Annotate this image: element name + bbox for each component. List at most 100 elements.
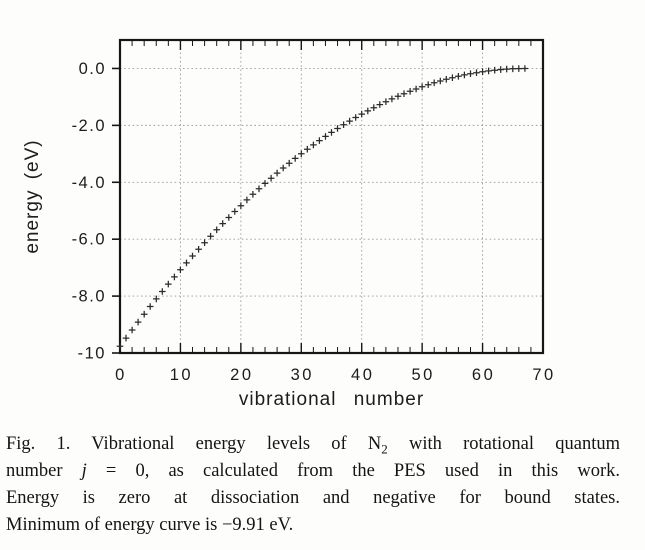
- data-point-marker: [153, 295, 160, 303]
- x-tick-label: 50: [411, 366, 434, 384]
- data-point-marker: [358, 110, 365, 118]
- data-point-marker: [304, 145, 311, 153]
- caption-line-4: Minimum of energy curve is −9.91 eV.: [6, 512, 620, 539]
- data-point-marker: [340, 121, 347, 128]
- axis-ticks: [112, 41, 544, 354]
- data-point-marker: [291, 155, 299, 162]
- data-point-marker: [171, 273, 178, 281]
- data-point-marker: [485, 67, 492, 75]
- data-point-marker: [189, 252, 196, 260]
- caption-text: Energy is zero at dissociation and negat…: [6, 488, 620, 508]
- y-tick-label: -6.0: [72, 231, 106, 249]
- data-point-marker: [479, 68, 486, 75]
- caption-text: Minimum of energy curve is −9.91 eV.: [6, 515, 294, 535]
- data-point-marker: [455, 73, 462, 80]
- y-axis-title: energy (eV): [22, 139, 43, 253]
- data-point-marker: [116, 343, 124, 350]
- data-point-marker: [400, 90, 408, 97]
- data-point-marker: [273, 169, 281, 177]
- data-point-marker: [183, 259, 190, 267]
- caption-variable-j: j: [81, 461, 87, 481]
- caption-text: = 0, as calculated from the PES used in …: [86, 461, 620, 481]
- data-point-marker: [491, 66, 498, 74]
- data-point-marker: [322, 133, 329, 140]
- data-point-marker: [316, 137, 323, 144]
- data-point-marker: [382, 98, 390, 105]
- caption-text: Fig. 1. Vibrational energy levels of N: [6, 434, 382, 454]
- data-point-marker: [249, 191, 257, 198]
- data-point-marker: [213, 226, 220, 234]
- data-point-marker: [503, 65, 510, 73]
- data-point-marker: [140, 310, 148, 318]
- data-point-marker: [521, 65, 529, 72]
- data-point-marker: [134, 318, 142, 326]
- x-tick-label: 60: [472, 366, 495, 384]
- caption-line-3: Energy is zero at dissociation and negat…: [6, 485, 620, 512]
- vibrational-energy-chart: 0 10 20 30 40 50 60 70 0.0 -2.0 -4.0 -6.0 -8.0 -10 vib…: [22, 38, 555, 410]
- data-point-marker: [219, 220, 226, 227]
- data-point-marker: [509, 65, 517, 73]
- data-point-marker: [418, 83, 426, 91]
- y-tick-label: -10: [78, 345, 106, 363]
- data-point-marker: [243, 196, 251, 204]
- data-point-marker: [497, 66, 504, 73]
- x-tick-label: 40: [351, 366, 374, 384]
- data-point-marker: [328, 129, 335, 136]
- data-point-marker: [334, 125, 341, 132]
- y-tick-label: -4.0: [72, 174, 106, 192]
- caption-text: number: [6, 461, 82, 481]
- data-point-marker: [159, 288, 166, 295]
- y-tick-label: 0.0: [79, 60, 106, 78]
- data-point-marker: [467, 70, 474, 77]
- grid: [120, 40, 543, 353]
- data-point-marker: [279, 164, 287, 172]
- data-point-marker: [376, 101, 384, 108]
- x-axis-title: vibrational number: [239, 389, 424, 410]
- data-point-marker: [165, 280, 172, 288]
- data-point-marker: [515, 65, 523, 72]
- data-point-marker: [424, 81, 432, 88]
- caption-line-1: Fig. 1. Vibrational energy levels of N2 …: [6, 431, 620, 458]
- y-tick-label: -2.0: [72, 117, 106, 135]
- data-point-marker: [449, 74, 456, 81]
- data-point-marker: [352, 114, 359, 121]
- data-point-marker: [237, 202, 245, 209]
- data-point-marker: [267, 174, 275, 182]
- data-point-marker: [146, 303, 154, 310]
- data-point-marker: [201, 239, 208, 246]
- plot-frame: [118, 38, 545, 355]
- data-point-marker: [461, 71, 468, 79]
- data-point-marker: [298, 150, 305, 158]
- x-tick-label: 0: [115, 366, 127, 384]
- caption-line-2: number j = 0, as calculated from the PES…: [6, 458, 620, 485]
- data-point-marker: [310, 141, 317, 149]
- data-point-marker: [473, 69, 480, 76]
- data-point-marker: [346, 117, 353, 125]
- axis-labels: 0 10 20 30 40 50 60 70 0.0 -2.0 -4.0 -6.0 -8.0 -10: [72, 60, 555, 384]
- data-point-marker: [261, 180, 269, 187]
- data-point-marker: [412, 85, 420, 93]
- data-point-marker: [388, 95, 396, 103]
- data-point-marker: [122, 334, 130, 342]
- figure-caption: Fig. 1. Vibrational energy levels of N2 …: [6, 431, 620, 539]
- data-point-marker: [443, 76, 450, 83]
- data-point-marker: [231, 208, 239, 215]
- data-point-marker: [285, 159, 293, 167]
- x-tick-label: 10: [170, 366, 193, 384]
- data-point-marker: [364, 107, 372, 115]
- data-point-marker: [437, 77, 444, 85]
- data-series: [116, 65, 529, 350]
- data-point-marker: [207, 232, 214, 240]
- x-tick-label: 70: [532, 366, 555, 384]
- data-point-marker: [195, 246, 202, 253]
- data-point-marker: [177, 266, 184, 274]
- data-point-marker: [430, 79, 438, 87]
- data-point-marker: [370, 104, 378, 111]
- x-tick-label: 30: [291, 366, 314, 384]
- caption-text: with rotational quantum: [387, 434, 620, 454]
- x-tick-label: 20: [230, 366, 253, 384]
- data-point-marker: [255, 185, 263, 193]
- data-point-marker: [394, 93, 402, 100]
- data-point-marker: [128, 326, 136, 334]
